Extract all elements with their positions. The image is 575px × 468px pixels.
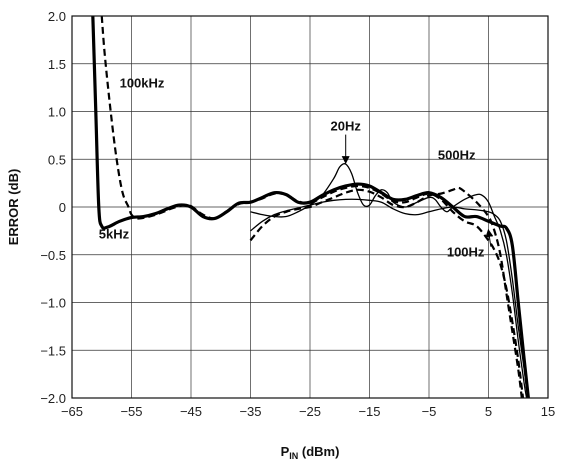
annotation-arrow-100hz (485, 228, 494, 247)
y-axis-label: ERROR (dB) (6, 169, 21, 246)
x-tick-label: −5 (422, 404, 437, 419)
series-line-5khz (91, 16, 530, 398)
annotation-100hz: 100Hz (447, 245, 485, 260)
annotation-20hz: 20Hz (331, 119, 362, 134)
x-axis-label-main: P (281, 444, 290, 459)
series-layer (91, 16, 530, 398)
x-tick-label: −15 (358, 404, 380, 419)
y-tick-label: 0 (59, 200, 66, 215)
x-tick-labels: −65 −55 −45 −35 −25 −15 −5 5 15 (61, 404, 555, 419)
annotation-5khz: 5kHz (99, 227, 130, 242)
annotations: 100kHz 5kHz 20Hz 500Hz 100Hz (99, 76, 494, 260)
annotation-100khz: 100kHz (120, 76, 165, 91)
plot-frame (71, 15, 549, 399)
x-axis-label-subscript: IN (289, 451, 298, 461)
y-tick-labels: 2.0 1.5 1.0 0.5 0 −0.5 −1.0 −1.5 −2.0 (40, 9, 66, 406)
annotation-500hz: 500Hz (438, 147, 476, 162)
y-tick-label: −1.5 (40, 343, 66, 358)
y-tick-label: −2.0 (40, 391, 66, 406)
x-tick-label: 15 (541, 404, 555, 419)
x-tick-label: −25 (299, 404, 321, 419)
x-tick-label: −35 (239, 404, 261, 419)
y-tick-label: 0.5 (48, 152, 66, 167)
x-tick-label: −45 (180, 404, 202, 419)
y-tick-label: −0.5 (40, 248, 66, 263)
series-line-20hz (250, 163, 528, 398)
series-line-100hz (250, 198, 529, 398)
y-tick-label: 1.0 (48, 105, 66, 120)
x-axis-label-unit: (dBm) (298, 444, 339, 459)
x-tick-label: −65 (61, 404, 83, 419)
y-tick-label: 1.5 (48, 57, 66, 72)
y-tick-label: 2.0 (48, 9, 66, 24)
x-axis-label: PIN (dBm) (281, 444, 340, 461)
series-line-500hz (249, 186, 523, 398)
x-tick-label: 5 (485, 404, 492, 419)
y-tick-label: −1.0 (40, 296, 66, 311)
series-line-100khz (100, 16, 525, 398)
x-tick-label: −55 (120, 404, 142, 419)
